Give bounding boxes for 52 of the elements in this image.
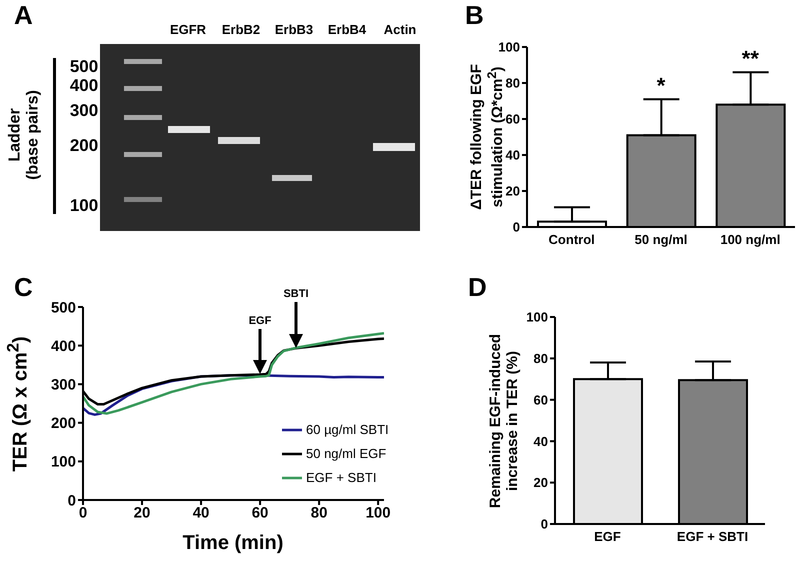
text: 100 bbox=[70, 196, 98, 216]
text: 200 bbox=[70, 136, 98, 156]
y-tick-label: 40 bbox=[534, 434, 548, 449]
category-label: Actin bbox=[384, 22, 416, 37]
text: 300 bbox=[70, 101, 98, 122]
annotation: ** bbox=[742, 46, 760, 72]
x-tick-label: 0 bbox=[78, 504, 88, 522]
annotation: * bbox=[656, 73, 666, 98]
line-series bbox=[83, 332, 384, 415]
category-label: ErbB4 bbox=[328, 22, 366, 37]
category-label: ErbB2 bbox=[222, 22, 260, 37]
y-tick-label: 80 bbox=[506, 76, 520, 91]
y-tick-label: 300 bbox=[50, 376, 76, 394]
y-axis-title: Remaining EGF-induced increase in TER (%) bbox=[486, 333, 522, 508]
y-tick-label: 400 bbox=[50, 338, 76, 355]
x-tick-label: 20 bbox=[134, 504, 150, 522]
y-tick-label: 60 bbox=[506, 112, 520, 127]
x-tick-label: 100 ng/ml bbox=[720, 232, 780, 248]
text: 500 bbox=[70, 56, 98, 77]
category-label: ErbB3 bbox=[274, 22, 314, 37]
x-tick-label: 60 bbox=[252, 504, 268, 522]
y-tick-label: 100 bbox=[498, 40, 520, 55]
y-tick-label: 200 bbox=[50, 415, 76, 432]
category-label: EGFR bbox=[170, 22, 206, 37]
y-tick-label: 80 bbox=[534, 351, 548, 366]
legend-label: 50 ng/ml EGF bbox=[306, 446, 386, 461]
x-tick-label: 100 bbox=[366, 504, 391, 522]
x-tick-label: 40 bbox=[192, 504, 210, 522]
chart-title: B bbox=[465, 0, 484, 31]
chart-title: D bbox=[468, 272, 487, 303]
y-tick-label: 0 bbox=[68, 492, 76, 510]
y-tick-label: 0 bbox=[512, 220, 520, 235]
y-tick-label: 60 bbox=[534, 392, 548, 408]
text: Ladder (base pairs) bbox=[6, 90, 43, 180]
annotation: EGF bbox=[248, 315, 272, 327]
y-tick-label: 100 bbox=[526, 310, 548, 325]
y-tick-label: 0 bbox=[540, 516, 548, 532]
y-tick-label: 40 bbox=[506, 148, 520, 163]
x-axis-title: Time (min) bbox=[182, 532, 284, 555]
text: SBTI bbox=[283, 288, 309, 300]
x-tick-label: 50 ng/ml bbox=[634, 232, 688, 248]
chart-title: C bbox=[14, 272, 33, 303]
y-tick-label: 20 bbox=[534, 475, 548, 490]
x-tick-label: 80 bbox=[310, 504, 328, 522]
text: 400 bbox=[70, 76, 98, 96]
text: A bbox=[14, 0, 33, 31]
legend-label: EGF + SBTI bbox=[306, 470, 376, 485]
y-tick-label: 500 bbox=[50, 299, 76, 316]
y-tick-label: 100 bbox=[50, 454, 76, 471]
legend-label: 60 µg/ml SBTI bbox=[306, 422, 389, 437]
x-tick-label: Control bbox=[548, 232, 595, 248]
y-tick-label: 20 bbox=[506, 184, 520, 199]
